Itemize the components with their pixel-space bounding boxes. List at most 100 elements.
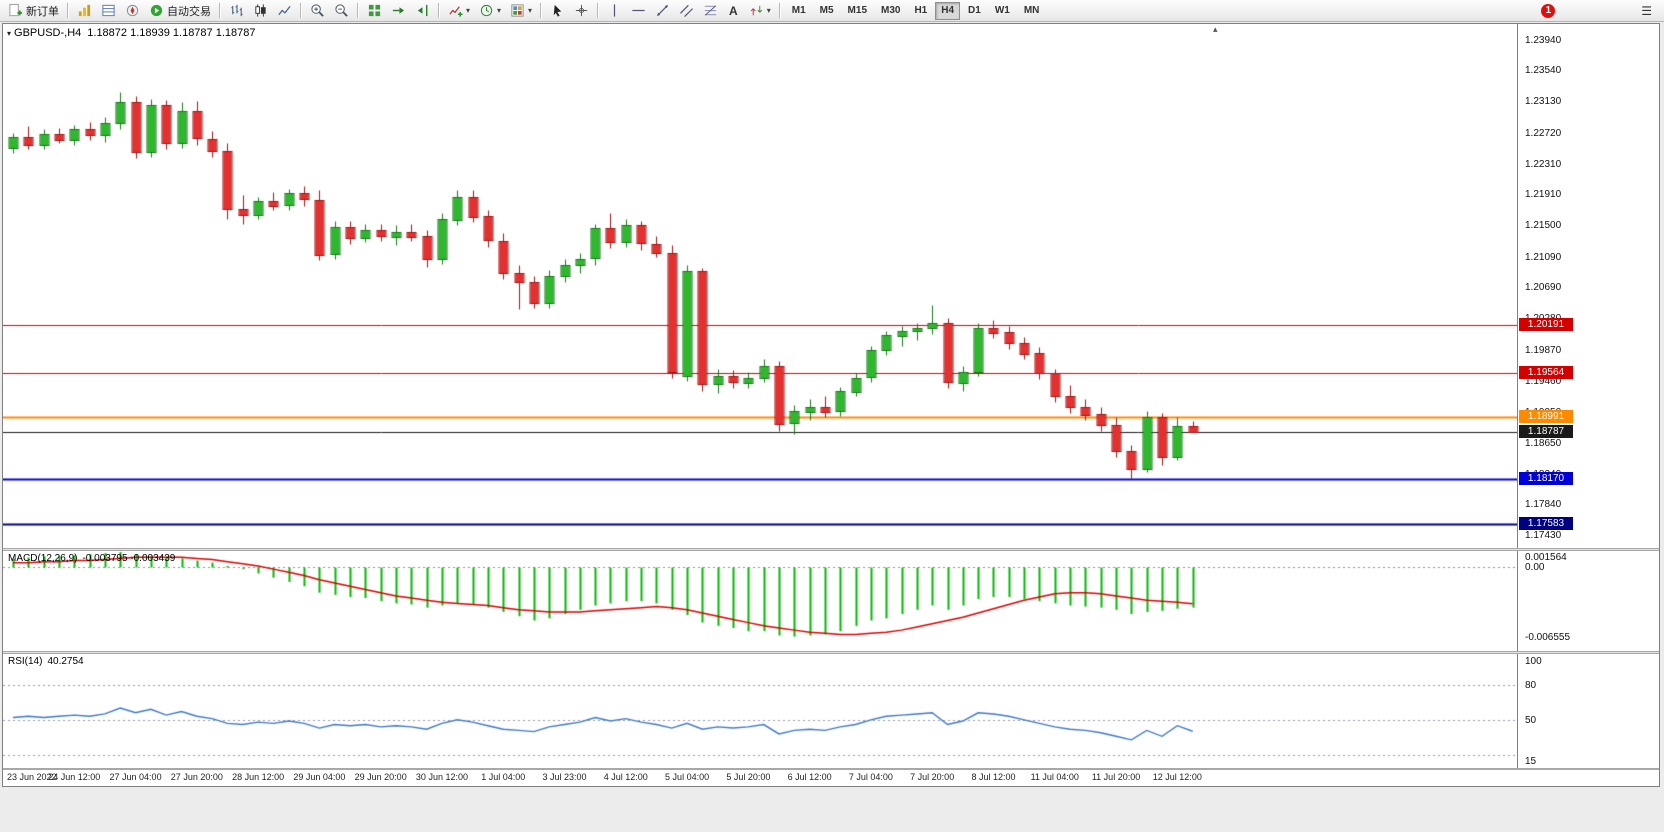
- chevron-down-icon: ▾: [497, 5, 502, 15]
- text-tool-icon: A: [729, 3, 738, 18]
- templates-icon: [511, 4, 524, 17]
- macd-values: -0.003795 -0.003439: [82, 553, 176, 564]
- macd-axis[interactable]: 0.001564 0.00 -0.006555: [1517, 551, 1659, 651]
- time-axis-label: 1 Jul 04:00: [481, 772, 526, 782]
- new-order-icon: [9, 3, 23, 17]
- timeframe-m30-button[interactable]: M30: [881, 4, 901, 16]
- fibonacci-tool-button[interactable]: [699, 1, 722, 21]
- toolbar-separator: [597, 3, 600, 18]
- price-tick-label: 1.19870: [1525, 344, 1562, 356]
- rsi-axis[interactable]: 100 80 50 15: [1517, 654, 1659, 768]
- trendline-tool-button[interactable]: [651, 1, 674, 21]
- line-chart-mode-button[interactable]: [273, 1, 296, 21]
- price-tick-label: 1.20690: [1525, 282, 1562, 294]
- time-axis-label: 29 Jun 04:00: [293, 772, 346, 782]
- chevron-down-icon: ▾: [466, 5, 471, 15]
- current-price-badge: 1.18787: [1519, 425, 1573, 438]
- macd-tick-label: 0.001564: [1525, 552, 1567, 563]
- panel-splitter[interactable]: [3, 651, 1659, 654]
- toolbar-separator: [778, 3, 781, 18]
- price-tick-label: 1.23540: [1525, 65, 1562, 77]
- chart-shift-marker[interactable]: ▴: [1213, 24, 1218, 34]
- level-price-badge: 1.17583: [1519, 517, 1573, 530]
- price-axis[interactable]: 1.23940 1.23540 1.23130 1.22720 1.22310 1.219…: [1517, 24, 1659, 548]
- chevron-down-icon: ▾: [766, 5, 771, 15]
- crosshair-icon: [575, 4, 588, 17]
- panel-splitter[interactable]: [3, 548, 1659, 551]
- rsi-name: RSI(14): [8, 656, 43, 667]
- chevron-down-icon: ▾: [528, 5, 533, 15]
- timeframe-mn-button[interactable]: MN: [1023, 4, 1040, 16]
- rsi-tick-label: 50: [1525, 714, 1537, 726]
- templates-button[interactable]: ▾: [506, 1, 536, 21]
- rsi-chart-canvas[interactable]: [3, 654, 1517, 768]
- zoom-in-button[interactable]: [306, 1, 329, 21]
- price-tick-label: 1.21500: [1525, 220, 1562, 232]
- time-axis-label: 5 Jul 20:00: [726, 772, 771, 782]
- vertical-line-icon: [613, 4, 616, 17]
- bar-chart-icon: [231, 4, 243, 17]
- cursor-icon: [553, 4, 562, 17]
- chart-window: ▾ GBPUSD-,H4 1.18872 1.18939 1.18787 1.187…: [2, 23, 1660, 787]
- level-price-badge: 1.19564: [1519, 366, 1573, 379]
- clock-icon: [480, 4, 493, 17]
- macd-chart-canvas[interactable]: [3, 551, 1517, 651]
- level-price-badge: 1.18170: [1519, 472, 1573, 485]
- time-axis-label: 24 Jun 12:00: [48, 772, 101, 782]
- chart-symbol-period: GBPUSD-,H4: [14, 27, 82, 39]
- collapse-arrow-icon[interactable]: ▾: [7, 29, 12, 38]
- timeframe-m1-button[interactable]: M1: [791, 4, 806, 16]
- panel-splitter[interactable]: [3, 768, 1659, 770]
- time-axis[interactable]: 23 Jun 2022 24 Jun 12:00 27 Jun 04:00 27 Ju…: [3, 770, 1659, 786]
- timeframe-h4-button[interactable]: H4: [935, 1, 961, 20]
- channel-tool-button[interactable]: [675, 1, 698, 21]
- candlestick-icon: [255, 4, 266, 17]
- arrows-tool-button[interactable]: ▾: [745, 1, 775, 21]
- tile-windows-button[interactable]: [363, 1, 386, 21]
- market-watch-button[interactable]: [73, 1, 96, 21]
- timeframe-h1-button[interactable]: H1: [914, 4, 928, 16]
- time-axis-label: 7 Jul 20:00: [910, 772, 955, 782]
- time-axis-label: 28 Jun 12:00: [232, 772, 285, 782]
- time-axis-label: 6 Jul 12:00: [787, 772, 832, 782]
- market-watch-icon: [78, 4, 91, 17]
- macd-name: MACD(12,26,9): [8, 553, 78, 564]
- zoom-out-button[interactable]: [330, 1, 353, 21]
- menu-icon[interactable]: ☰: [1641, 3, 1652, 18]
- vertical-line-tool-button[interactable]: [603, 1, 626, 21]
- new-order-button[interactable]: 新订单: [4, 1, 63, 21]
- data-window-button[interactable]: [97, 1, 120, 21]
- cursor-tool-button[interactable]: [546, 1, 569, 21]
- trendline-icon: [656, 4, 669, 17]
- price-tick-label: 1.22310: [1525, 158, 1562, 170]
- new-order-label: 新订单: [26, 5, 59, 18]
- candlestick-mode-button[interactable]: [249, 1, 272, 21]
- zoom-out-icon: [335, 4, 348, 17]
- time-axis-label: 27 Jun 20:00: [170, 772, 223, 782]
- notification-badge[interactable]: 1: [1541, 3, 1556, 18]
- indicators-button[interactable]: ▾: [444, 1, 474, 21]
- chart-shift-button[interactable]: [411, 1, 434, 21]
- timeframe-m5-button[interactable]: M5: [819, 4, 834, 16]
- tile-windows-icon: [368, 4, 381, 17]
- candlestick-chart-canvas[interactable]: [3, 24, 1517, 548]
- bar-chart-mode-button[interactable]: [225, 1, 248, 21]
- toolbar-separator: [540, 3, 543, 18]
- navigator-button[interactable]: [121, 1, 144, 21]
- timeframe-group: M1 M5 M15 M30 H1 H4 D1 W1 MN: [785, 1, 1047, 20]
- time-axis-label: 12 Jul 12:00: [1152, 772, 1202, 782]
- price-tick-label: 1.17840: [1525, 499, 1562, 511]
- timeframe-w1-button[interactable]: W1: [994, 4, 1010, 16]
- periods-button[interactable]: ▾: [475, 1, 505, 21]
- timeframe-d1-button[interactable]: D1: [968, 4, 981, 16]
- auto-trading-label: 自动交易: [167, 5, 211, 18]
- timeframe-m15-button[interactable]: M15: [847, 4, 867, 16]
- horizontal-line-tool-button[interactable]: [627, 1, 650, 21]
- crosshair-tool-button[interactable]: [570, 1, 593, 21]
- time-axis-label: 27 Jun 04:00: [109, 772, 162, 782]
- price-tick-label: 1.18650: [1525, 437, 1562, 449]
- toolbar-separator: [438, 3, 440, 18]
- text-tool-button[interactable]: A: [723, 1, 744, 21]
- auto-trading-button[interactable]: 自动交易: [145, 1, 215, 21]
- auto-scroll-button[interactable]: [387, 1, 410, 21]
